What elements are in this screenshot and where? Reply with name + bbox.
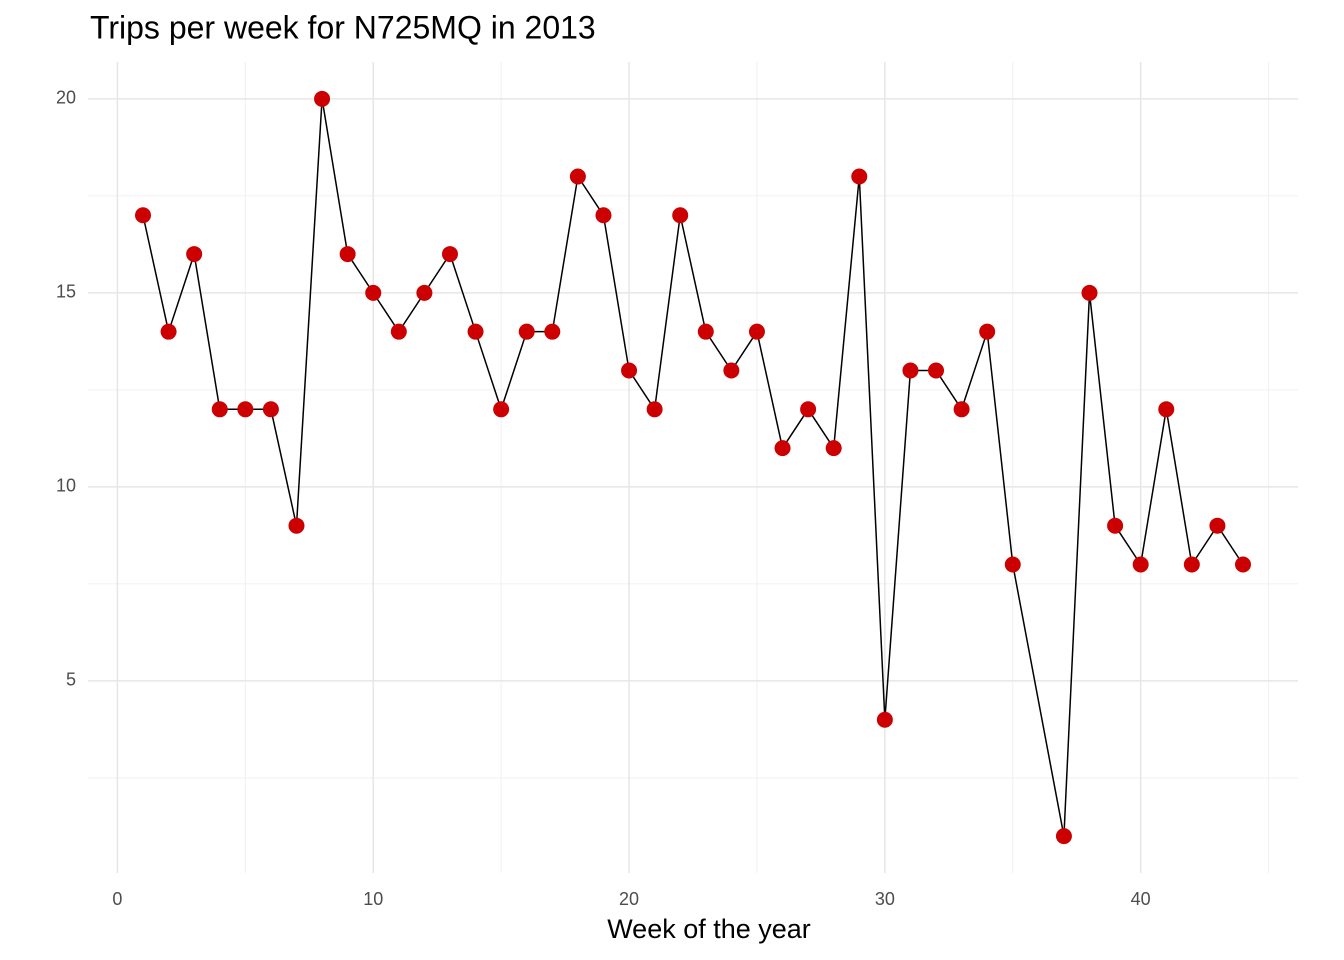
y-tick-label: 5 [66,670,76,690]
y-tick-label: 15 [56,282,76,302]
y-tick-label: 20 [56,88,76,108]
point [518,323,535,340]
point [1081,284,1098,301]
point [876,711,893,728]
chart-title: Trips per week for N725MQ in 2013 [90,9,596,45]
point [953,401,970,418]
point [1158,401,1175,418]
point [774,440,791,457]
point [1055,828,1072,845]
point [1107,517,1124,534]
point [186,246,203,263]
point [365,284,382,301]
point [467,323,484,340]
x-tick-label: 10 [363,889,383,909]
y-tick-label: 10 [56,476,76,496]
x-tick-label: 30 [875,889,895,909]
point [1209,517,1226,534]
point [288,517,305,534]
point [339,246,356,263]
point [621,362,638,379]
point [1132,556,1149,573]
line [142,98,1244,837]
point [160,323,177,340]
point [1235,556,1251,573]
point [800,401,817,418]
x-tick-label: 0 [112,889,122,909]
point [314,90,331,107]
point [211,401,228,418]
point [441,246,458,263]
point [902,362,919,379]
point [748,323,765,340]
x-tick-label: 20 [619,889,639,909]
point [569,168,586,185]
point [672,207,689,224]
point [979,323,996,340]
point [416,284,433,301]
point [697,323,714,340]
point [135,207,151,224]
point [237,401,254,418]
x-axis-title: Week of the year [607,914,811,944]
point [390,323,407,340]
point [493,401,510,418]
x-tick-label: 40 [1131,889,1151,909]
point [1004,556,1021,573]
point [595,207,612,224]
point [928,362,945,379]
point [723,362,740,379]
point [262,401,279,418]
point [544,323,561,340]
point [1183,556,1200,573]
point [825,440,842,457]
point [646,401,663,418]
point [851,168,868,185]
